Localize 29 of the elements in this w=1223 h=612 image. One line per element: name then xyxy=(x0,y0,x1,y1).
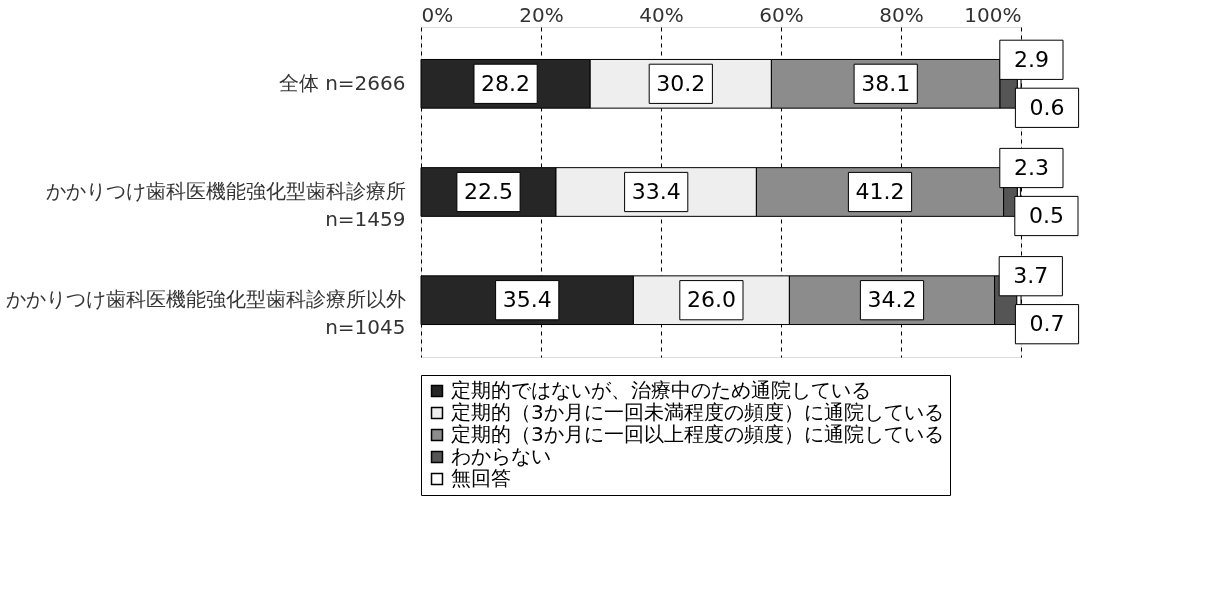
data-label: 0.6 xyxy=(1029,94,1065,120)
legend-label: 定期的（3か月に一回未満程度の頻度）に通院している xyxy=(451,400,944,424)
x-tick-label: 20% xyxy=(519,2,564,27)
data-label: 41.2 xyxy=(855,179,905,204)
x-tick-label: 0% xyxy=(421,2,454,27)
x-tick-label: 40% xyxy=(639,2,684,27)
x-tick-label: 60% xyxy=(759,2,804,27)
data-label: 2.3 xyxy=(1013,155,1049,180)
legend-label: わからない xyxy=(451,444,551,468)
data-label: 22.5 xyxy=(464,179,513,204)
y-tick-label: かかりつけ歯科医機能強化型歯科診療所 n=1459 xyxy=(45,179,406,231)
data-label: 38.1 xyxy=(861,70,911,96)
data-label: 33.4 xyxy=(631,179,681,204)
data-label: 34.2 xyxy=(867,287,917,313)
y-tick-label: 全体 n=2666 xyxy=(278,70,406,95)
data-label: 35.4 xyxy=(502,287,552,313)
legend-label: 定期的ではないが、治療中のため通院している xyxy=(451,378,871,402)
legend-label: 無回答 xyxy=(451,466,511,490)
data-label: 2.9 xyxy=(1013,46,1049,72)
y-tick-label: かかりつけ歯科医機能強化型歯科診療所以外 n=1045 xyxy=(5,287,406,340)
data-label: 0.7 xyxy=(1029,311,1065,337)
data-label: 26.0 xyxy=(686,287,736,313)
data-label: 0.5 xyxy=(1028,203,1064,228)
data-label: 3.7 xyxy=(1013,263,1049,289)
x-tick-label: 100% xyxy=(964,2,1022,27)
data-label: 28.2 xyxy=(481,70,531,96)
legend-label: 定期的（3か月に一回以上程度の頻度）に通院している xyxy=(451,422,944,446)
data-label: 30.2 xyxy=(656,70,706,96)
x-tick-label: 80% xyxy=(879,2,924,27)
